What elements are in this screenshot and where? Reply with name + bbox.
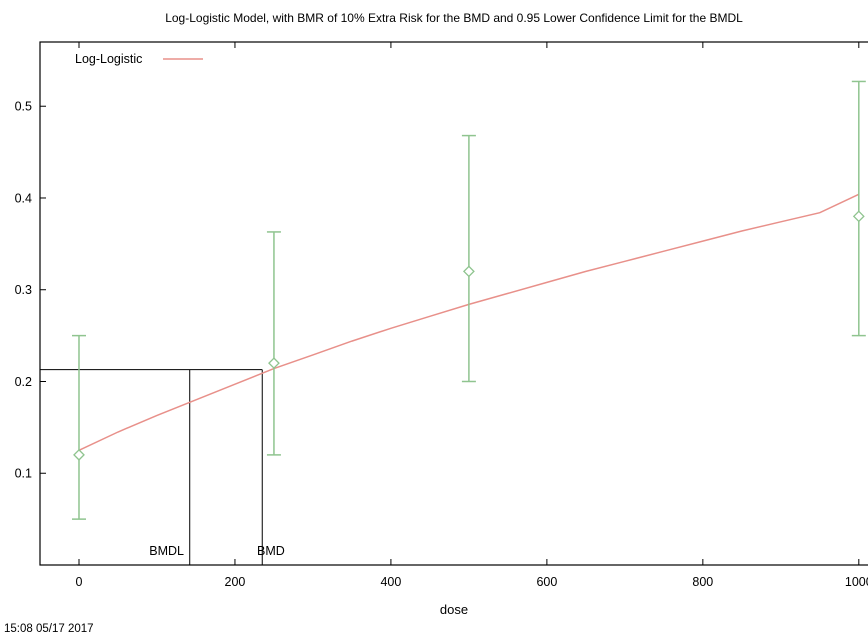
legend: Log-Logistic — [75, 52, 203, 66]
y-axis: 0.1 0.2 0.3 0.4 0.5 — [15, 100, 46, 481]
data-point — [462, 265, 475, 278]
timestamp: 15:08 05/17 2017 — [4, 623, 94, 635]
data-point — [73, 448, 85, 461]
legend-label-log-logistic: Log-Logistic — [75, 52, 142, 66]
x-tick-label: 0 — [76, 575, 83, 589]
observed-data — [71, 80, 866, 520]
x-tick-label: 800 — [692, 575, 713, 589]
x-tick-label: 200 — [225, 575, 246, 589]
bmd-label: BMD — [257, 544, 285, 558]
bmd-reference-lines — [40, 369, 263, 565]
x-tick-label: 600 — [536, 575, 557, 589]
x-tick-label: 1000 — [845, 575, 868, 589]
chart-title: Log-Logistic Model, with BMR of 10% Extr… — [165, 11, 743, 25]
data-point — [268, 357, 280, 370]
x-tick-label: 400 — [380, 575, 401, 589]
y-tick-label: 0.1 — [15, 467, 32, 481]
y-tick-label: 0.2 — [15, 375, 32, 389]
plot-frame — [39, 41, 868, 566]
y-tick-label: 0.4 — [15, 191, 32, 205]
x-axis-label: dose — [440, 602, 468, 617]
x-axis: 0 200 400 600 800 1000 — [76, 42, 868, 589]
bmdl-label: BMDL — [149, 544, 184, 558]
y-tick-label: 0.5 — [15, 100, 32, 114]
data-point — [852, 210, 865, 223]
y-tick-label: 0.3 — [15, 283, 32, 297]
